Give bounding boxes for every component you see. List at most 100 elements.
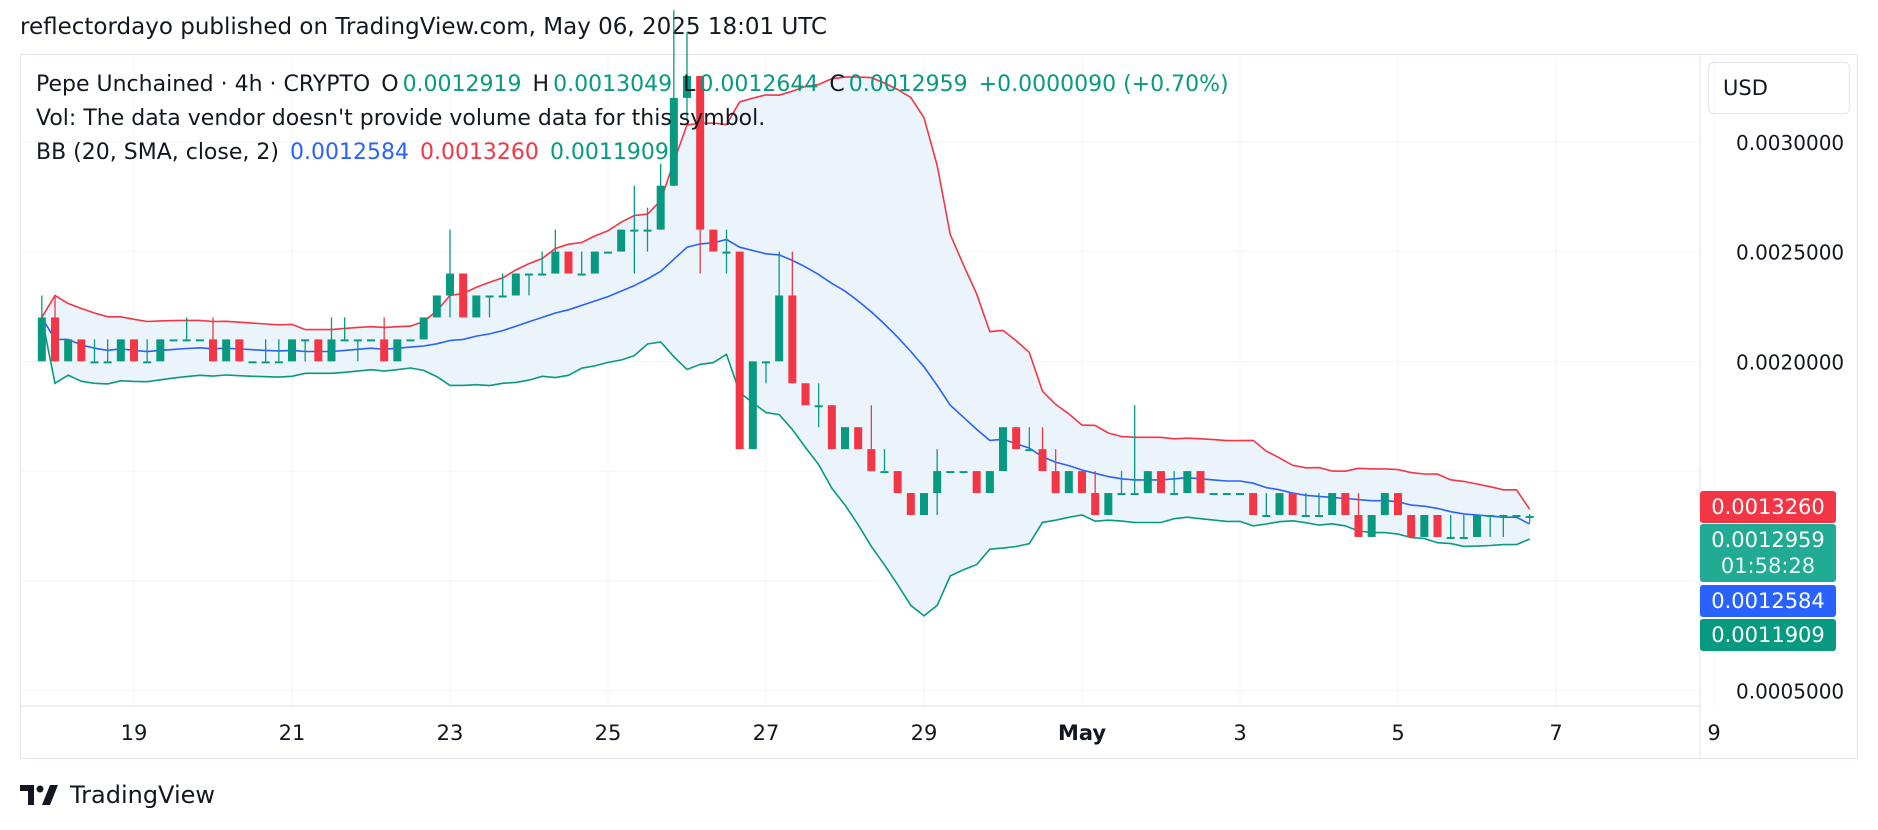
symbol-title[interactable]: Pepe Unchained · 4h · CRYPTO xyxy=(36,72,371,97)
candle xyxy=(1051,449,1060,494)
price-tick-label: 0.0025000 xyxy=(1736,241,1844,265)
candle xyxy=(854,427,863,450)
candle-body xyxy=(1078,471,1086,494)
candle-body xyxy=(709,229,718,252)
candle-body xyxy=(1117,493,1126,496)
candle-body xyxy=(972,471,981,494)
candle-body xyxy=(867,449,876,472)
candle-body xyxy=(617,229,626,252)
candle xyxy=(669,10,678,186)
legend-symbol-row: Pepe Unchained · 4h · CRYPTO O 0.0012919 … xyxy=(36,72,1233,97)
low-value: 0.0012644 xyxy=(699,72,819,97)
bb-label[interactable]: BB (20, SMA, close, 2) xyxy=(36,140,279,165)
candle xyxy=(1486,515,1495,537)
candle-body xyxy=(696,75,705,230)
candle xyxy=(643,207,652,252)
candle-body xyxy=(1170,493,1179,496)
candle xyxy=(709,229,718,252)
candle xyxy=(735,251,744,450)
candle-body xyxy=(906,493,915,516)
candle xyxy=(314,339,323,362)
candle xyxy=(617,229,626,252)
candle xyxy=(103,339,112,364)
candle xyxy=(340,317,349,342)
candle-body xyxy=(1157,471,1165,494)
candle-body xyxy=(893,471,902,494)
candle xyxy=(1315,493,1323,518)
candle xyxy=(1236,493,1244,496)
candle-body xyxy=(1183,471,1192,494)
candle-body xyxy=(1104,493,1113,516)
candle xyxy=(182,317,191,342)
candle-body xyxy=(827,405,836,450)
basis-tag: 0.0012584 xyxy=(1700,585,1836,617)
candle xyxy=(880,449,889,474)
candle-body xyxy=(854,427,863,450)
high-value: 0.0013049 xyxy=(553,72,673,97)
candle-body xyxy=(511,273,520,296)
candle xyxy=(1183,471,1192,494)
candle xyxy=(1170,471,1179,496)
time-tick-label: May xyxy=(1058,721,1106,745)
candle xyxy=(1525,513,1534,523)
candle xyxy=(893,471,902,494)
time-tick-label: 3 xyxy=(1233,721,1246,745)
candle-body xyxy=(1025,449,1034,452)
candle xyxy=(1301,493,1310,518)
candle-body xyxy=(182,339,191,342)
candle xyxy=(683,32,691,120)
candle xyxy=(498,273,507,298)
candle xyxy=(656,163,665,230)
candle-body xyxy=(485,295,494,298)
grid xyxy=(20,54,1715,706)
candle-body xyxy=(1275,493,1284,516)
candle xyxy=(1196,471,1205,494)
candle-body xyxy=(1525,515,1534,518)
candle-body xyxy=(880,471,889,474)
candle-body xyxy=(1420,515,1429,537)
candle-body xyxy=(288,339,296,362)
candle xyxy=(1078,471,1086,494)
candle-body xyxy=(1473,515,1481,537)
legend-bb-row: BB (20, SMA, close, 2) 0.0012584 0.00132… xyxy=(36,140,673,165)
candle xyxy=(511,273,520,296)
candle-body xyxy=(564,251,573,274)
candle-body xyxy=(604,251,612,254)
candle xyxy=(51,295,59,362)
candle-body xyxy=(1328,493,1337,516)
time-tick-label: 29 xyxy=(911,721,938,745)
candle xyxy=(1025,427,1034,452)
currency-selector[interactable]: USD xyxy=(1708,62,1850,114)
candle xyxy=(525,273,533,296)
candle-body xyxy=(1209,493,1218,496)
candle-body xyxy=(340,339,349,342)
candle xyxy=(419,317,428,340)
candle-body xyxy=(1091,493,1100,516)
candle-body xyxy=(1407,515,1416,537)
candle-body xyxy=(419,317,428,340)
candle xyxy=(959,471,968,474)
candle xyxy=(301,339,310,362)
candle xyxy=(143,339,152,364)
time-tick-label: 19 xyxy=(121,721,148,745)
candle xyxy=(1420,515,1429,537)
candle-body xyxy=(735,251,744,450)
candle xyxy=(933,449,942,516)
candle xyxy=(1380,493,1389,516)
time-tick-label: 27 xyxy=(753,721,780,745)
candle-body xyxy=(37,317,46,362)
candle xyxy=(77,339,86,362)
candle xyxy=(538,251,547,276)
candle-body xyxy=(1288,493,1297,516)
candle-body xyxy=(1499,515,1508,518)
candle xyxy=(1512,515,1521,518)
high-label: H xyxy=(532,72,550,97)
candle-body xyxy=(551,251,560,274)
candle xyxy=(1499,515,1508,537)
open-value: 0.0012919 xyxy=(402,72,522,97)
candle-body xyxy=(301,339,310,342)
candle xyxy=(1367,515,1376,537)
candle-body xyxy=(525,273,533,276)
candle xyxy=(1446,515,1455,539)
